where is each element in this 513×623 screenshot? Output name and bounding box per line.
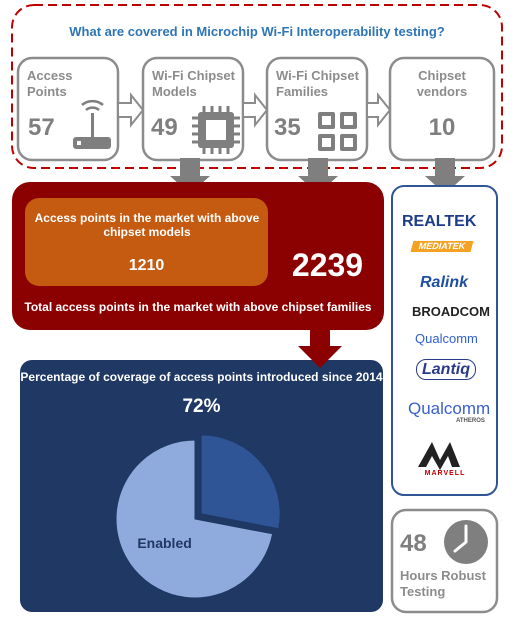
vendor-logo: Lantiq [416,359,476,381]
arrow [366,92,392,128]
pie-slice [200,434,281,530]
icons [73,99,357,154]
models-panel [25,198,268,286]
vendors-panel [391,185,498,496]
box-value: 57 [28,114,55,141]
right-arrows [117,92,392,128]
clock-hands [453,524,468,553]
arrow [298,328,342,368]
arrow [242,92,269,128]
vendor-logo: ATHEROS [456,418,485,424]
pie-slice [115,439,274,599]
models-value: 1210 [128,257,165,274]
vendor-logo: Qualcomm [415,331,478,346]
families-value: 2239 [291,247,364,283]
box-value: 10 [428,114,456,141]
box-label: Access Points [27,68,73,99]
testing-value: 48 [400,530,427,557]
wifi-waves [81,99,104,112]
arrow [117,92,145,128]
testing-label: Hours Robust Testing [400,568,486,599]
vendor-logo: BROADCOM [412,304,490,319]
box-value: 49 [151,114,178,141]
box-value: 35 [274,114,301,141]
coverage-value-label: 72% [182,396,221,417]
families-label: Total access points in the market with a… [24,300,372,314]
box-label: Wi-Fi Chipset Families [276,68,359,99]
chip-grid-icon [318,112,357,151]
vendor-logo: REALTEK [402,213,477,230]
vendor-logo: MEDIATEK [410,241,474,252]
router-icon [73,137,111,149]
slice-label: Enabled [137,535,191,551]
pie: Enabled [115,434,281,599]
router-led [77,141,81,145]
title: What are covered in Microchip Wi-Fi Inte… [69,24,445,39]
router-antenna [91,113,94,137]
models-label: Access points in the market with above c… [34,211,260,240]
vendor-logo: Ralink [420,274,469,291]
chip-pins [192,106,240,154]
scope-frame [11,4,503,169]
chip-core [206,120,226,140]
box-label: Wi-Fi Chipset Models [152,68,235,99]
vendor-logo: MARVELL [424,470,466,477]
coverage-title: Percentage of coverage of access points … [20,370,383,384]
vendor-logo: Qualcomm [408,399,491,418]
box-label: Chipset vendors [416,68,468,99]
